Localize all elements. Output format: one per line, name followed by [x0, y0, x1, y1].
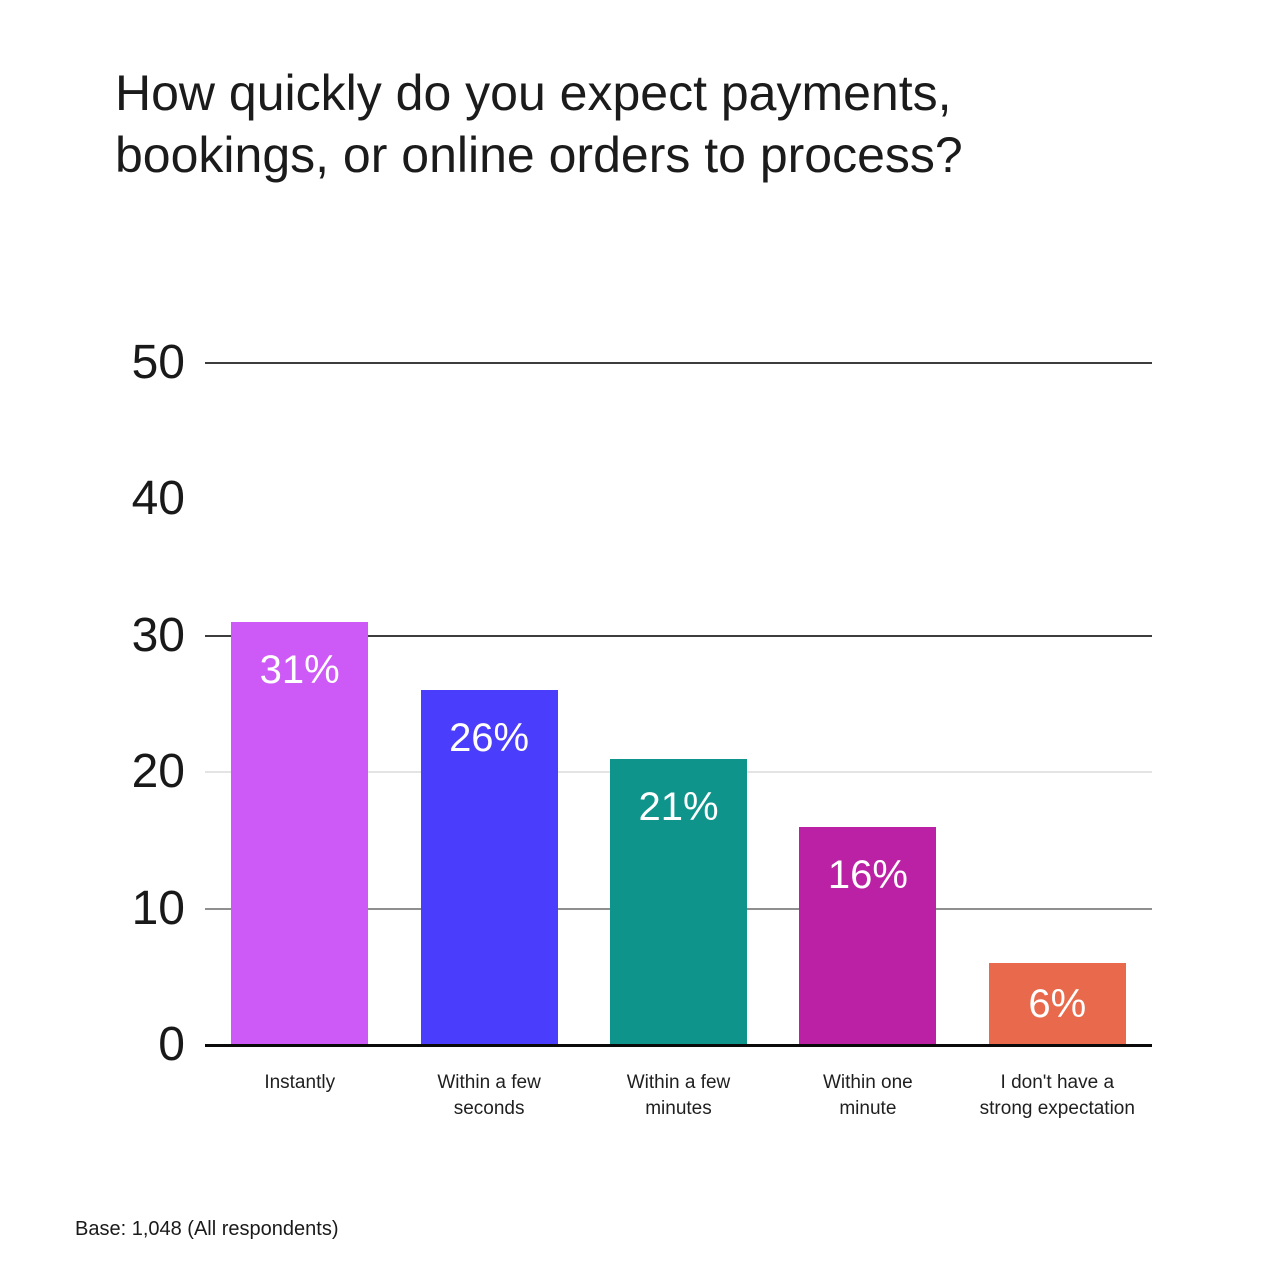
x-category-label-line: I don't have a: [1000, 1072, 1115, 1093]
bar-value-label-i-don-t-have-a-strong-expectation: 6%: [1028, 982, 1087, 1027]
x-category-label-within-a-few-seconds: Within a few seconds: [394, 1070, 583, 1122]
bar-value-label-within-one-minute: 16%: [827, 852, 908, 897]
x-category-label-instantly: Instantly: [205, 1070, 394, 1096]
x-category-label-line: minute: [839, 1098, 897, 1119]
base-footnote: Base: 1,048 (All respondents): [75, 1218, 339, 1240]
y-tick-label-20: 20: [131, 745, 185, 799]
y-tick-label-50: 50: [131, 336, 185, 389]
x-category-label-line: Within a few: [626, 1072, 731, 1093]
chart-title-line-1: How quickly do you expect payments,: [115, 65, 952, 121]
x-category-label-line: minutes: [645, 1098, 712, 1119]
y-tick-label-10: 10: [131, 881, 185, 935]
x-category-label-i-don-t-have-a-strong-expectation: I don't have a strong expectation: [963, 1070, 1152, 1122]
bar-instantly: 31%: [231, 622, 369, 1045]
x-axis-line: [205, 1044, 1152, 1047]
gridline-50: [205, 362, 1152, 364]
plot-area: 0 10 20 30 40 50 31% Instantly 26% Within a few se…: [132, 337, 1152, 1119]
y-tick-label-40: 40: [131, 472, 185, 526]
y-tick-label-30: 30: [131, 608, 185, 662]
bar-value-label-instantly: 31%: [259, 648, 340, 693]
chart-title: How quickly do you expect payments, book…: [115, 62, 963, 186]
x-category-label-line: strong expectation: [979, 1098, 1135, 1119]
bar-within-a-few-minutes: 21%: [610, 758, 747, 1045]
gridline-30: [205, 634, 1152, 637]
bar-value-label-within-a-few-seconds: 26%: [449, 716, 530, 761]
bar-within-a-few-seconds: 26%: [420, 690, 558, 1045]
bar-within-one-minute: 16%: [799, 826, 937, 1045]
bar-value-label-within-a-few-minutes: 21%: [638, 784, 719, 829]
y-tick-label-0: 0: [158, 1018, 185, 1071]
chart-title-line-2: bookings, or online orders to process?: [115, 127, 963, 183]
x-category-label-line: Within one: [822, 1072, 913, 1093]
x-category-label-line: seconds: [453, 1098, 525, 1119]
x-category-label-within-one-minute: Within one minute: [773, 1070, 962, 1122]
bar-i-don-t-have-a-strong-expectation: 6%: [988, 963, 1126, 1045]
x-category-label-line: Instantly: [264, 1072, 336, 1093]
x-category-label-within-a-few-minutes: Within a few minutes: [584, 1070, 773, 1122]
x-category-label-line: Within a few: [437, 1072, 541, 1093]
